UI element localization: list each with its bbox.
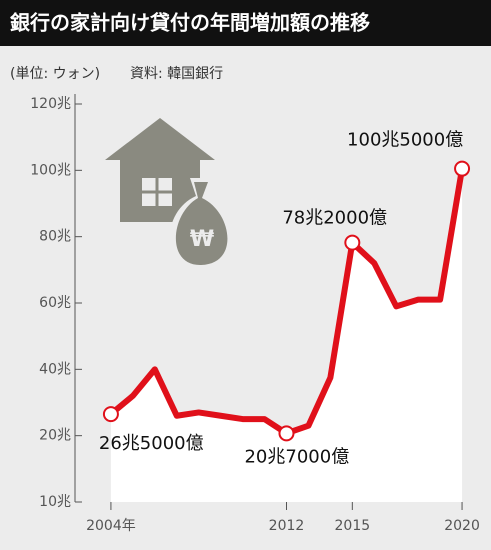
unit-note: (単位: ウォン) — [10, 66, 100, 82]
plot: 10兆 20兆 40兆 60兆 80兆 100兆 120兆 2004年 2012 2015 2020… — [30, 94, 480, 534]
y-tick-label: 60兆 — [39, 295, 71, 311]
value-label: 78兆2000億 — [282, 208, 387, 229]
x-tick-label: 2004年 — [86, 518, 136, 534]
icon: ₩ — [105, 118, 234, 271]
x-tick-label: 2012 — [269, 518, 305, 534]
title-bar — [0, 0, 491, 46]
y-tick-label: 80兆 — [39, 229, 71, 245]
icon-symbol: ₩ — [190, 227, 214, 252]
value-label: 20兆7000億 — [244, 446, 349, 467]
y-tick-label: 100兆 — [30, 162, 71, 178]
source: 資料: 韓国銀行 — [130, 66, 223, 82]
value-label: 26兆5000億 — [99, 433, 204, 454]
y-tick-label: 120兆 — [30, 96, 71, 112]
chart-title: 銀行の家計向け貸付の年間増加額の推移 — [10, 11, 370, 35]
marker — [102, 406, 119, 423]
x-tick-label: 2020 — [444, 518, 480, 534]
marker — [344, 234, 361, 251]
y-tick-label: 40兆 — [39, 361, 71, 377]
marker — [278, 425, 295, 442]
x-tick-label: 2015 — [335, 518, 371, 534]
y-tick-label: 20兆 — [39, 428, 71, 444]
marker — [454, 160, 471, 177]
value-label: 100兆5000億 — [347, 130, 463, 151]
area — [110, 168, 463, 503]
y-tick-label: 10兆 — [39, 494, 71, 510]
